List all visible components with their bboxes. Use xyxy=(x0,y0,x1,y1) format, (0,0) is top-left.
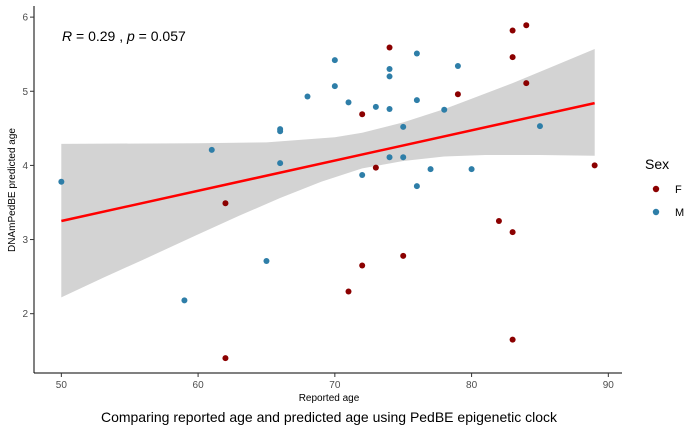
y-tick-label: 4 xyxy=(22,161,28,172)
data-point-m xyxy=(427,166,434,173)
data-point-m xyxy=(345,99,352,106)
data-point-m xyxy=(400,123,407,130)
data-point-m xyxy=(372,103,379,110)
data-point-f xyxy=(222,355,229,362)
regression-line xyxy=(61,101,595,223)
chart-caption: Comparing reported age and predicted age… xyxy=(101,409,558,425)
data-point-f xyxy=(509,54,516,61)
data-point-f xyxy=(222,200,229,207)
data-point-f xyxy=(509,229,516,236)
data-point-m xyxy=(277,128,284,135)
data-point-f xyxy=(386,44,393,51)
confidence-band-layer xyxy=(61,49,595,298)
legend-title: Sex xyxy=(645,156,669,172)
data-point-m xyxy=(277,160,284,167)
data-point-m xyxy=(263,258,270,265)
data-point-m xyxy=(413,50,420,57)
data-point-f xyxy=(523,22,530,29)
r-value: = 0.29 , xyxy=(72,28,127,44)
data-point-f xyxy=(359,262,366,269)
data-point-m xyxy=(400,154,407,161)
legend-swatch-m xyxy=(652,208,660,216)
correlation-annotation: R = 0.29 , p = 0.057 xyxy=(62,28,186,44)
data-point-m xyxy=(331,83,338,90)
data-point-f xyxy=(509,336,516,343)
data-point-m xyxy=(304,93,311,100)
x-axis-title: Reported age xyxy=(299,393,360,404)
x-tick-label: 70 xyxy=(329,380,341,391)
regression-line-layer xyxy=(61,101,595,223)
data-point-f xyxy=(523,80,530,87)
data-point-f xyxy=(372,164,379,171)
data-point-m xyxy=(386,66,393,73)
data-point-f xyxy=(454,91,461,98)
p-symbol: p xyxy=(126,28,135,44)
data-point-f xyxy=(400,252,407,259)
data-point-m xyxy=(386,154,393,161)
y-tick-label: 3 xyxy=(22,235,28,246)
y-tick-label: 2 xyxy=(22,309,28,320)
data-point-m xyxy=(386,106,393,113)
data-point-m xyxy=(181,297,188,304)
data-point-m xyxy=(208,146,215,153)
data-point-m xyxy=(413,97,420,104)
legend-label-f: F xyxy=(675,184,682,196)
data-point-m xyxy=(454,63,461,70)
data-point-f xyxy=(591,162,598,169)
x-tick-label: 80 xyxy=(466,380,478,391)
confidence-band xyxy=(61,49,595,298)
data-point-m xyxy=(386,73,393,80)
data-point-f xyxy=(495,218,502,225)
x-tick-label: 90 xyxy=(603,380,615,391)
legend: Sex F M xyxy=(645,156,684,219)
x-tick-label: 60 xyxy=(193,380,205,391)
data-points-layer xyxy=(58,22,598,362)
data-point-m xyxy=(441,106,448,113)
x-tick-label: 50 xyxy=(56,380,68,391)
data-point-m xyxy=(536,123,543,130)
data-point-m xyxy=(359,172,366,179)
y-tick-label: 6 xyxy=(22,13,28,24)
y-tick-label: 5 xyxy=(22,87,28,98)
axes-layer: 50 60 70 80 90 2 3 4 5 6 xyxy=(22,6,622,391)
r-symbol: R xyxy=(62,28,72,44)
p-value: = 0.057 xyxy=(135,28,186,44)
data-point-f xyxy=(345,288,352,295)
data-point-m xyxy=(468,166,475,173)
y-axis-title: DNAmPedBE predicted age xyxy=(7,128,18,252)
data-point-m xyxy=(413,183,420,190)
data-point-f xyxy=(359,111,366,118)
data-point-m xyxy=(58,178,65,185)
legend-label-m: M xyxy=(675,207,684,219)
data-point-m xyxy=(331,57,338,64)
legend-swatch-f xyxy=(652,185,660,193)
data-point-f xyxy=(509,27,516,34)
